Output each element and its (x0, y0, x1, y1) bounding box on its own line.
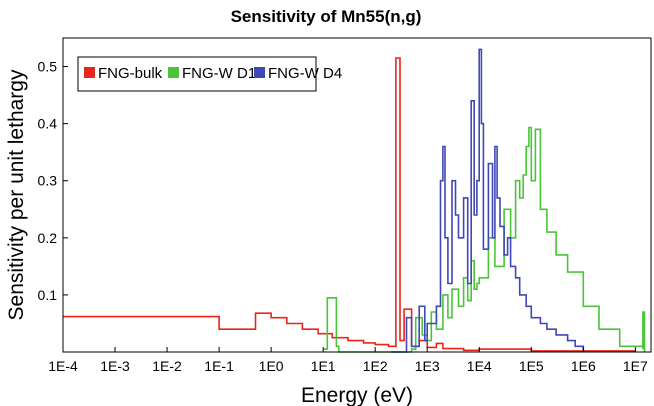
x-tick-label: 1E-4 (48, 358, 78, 374)
legend-box (77, 56, 317, 92)
legend-label-3: FNG-W D4 (268, 65, 342, 82)
series-line-3 (390, 48, 585, 353)
x-tick-label: 1E-3 (100, 358, 130, 374)
x-tick-label: 1E0 (259, 358, 284, 374)
x-tick-label: 1E-2 (152, 358, 182, 374)
y-tick-label: 0.4 (38, 116, 58, 132)
y-axis-label: Sensitivity per unit lethargy (5, 69, 28, 320)
legend-label-2: FNG-W D1 (182, 65, 256, 82)
plot-frame (62, 37, 652, 353)
x-tick-label: 1E6 (571, 358, 596, 374)
x-tick-label: 1E1 (311, 358, 336, 374)
y-tick-label: 0.5 (38, 59, 58, 75)
x-tick-label: 1E4 (467, 358, 492, 374)
x-tick-label: 1E-1 (204, 358, 234, 374)
x-tick-label: 1E5 (519, 358, 544, 374)
legend-label-1: FNG-bulk (98, 65, 163, 82)
series-line-1 (63, 57, 637, 352)
legend: FNG-bulk FNG-W D1 FNG-W D4 (77, 56, 342, 92)
x-axis-ticks: 1E-4 1E-3 1E-2 1E-1 1E0 1E1 1E2 1E3 1E4 1E5 1E6 1E7 (48, 347, 648, 374)
legend-swatch-2 (168, 67, 179, 78)
y-tick-label: 0.1 (38, 287, 58, 303)
x-tick-label: 1E2 (363, 358, 388, 374)
legend-swatch-1 (84, 67, 95, 78)
legend-swatch-3 (254, 67, 265, 78)
y-tick-label: 0.3 (38, 173, 58, 189)
y-tick-label: 0.2 (38, 230, 58, 246)
chart-title: Sensitivity of Mn55(n,g) (231, 7, 422, 26)
y-axis-ticks: 0.1 0.2 0.3 0.4 0.5 (38, 59, 68, 303)
x-tick-label: 1E3 (415, 358, 440, 374)
x-axis-label: Energy (eV) (301, 384, 413, 406)
x-tick-label: 1E7 (623, 358, 648, 374)
series-layer (63, 48, 646, 353)
